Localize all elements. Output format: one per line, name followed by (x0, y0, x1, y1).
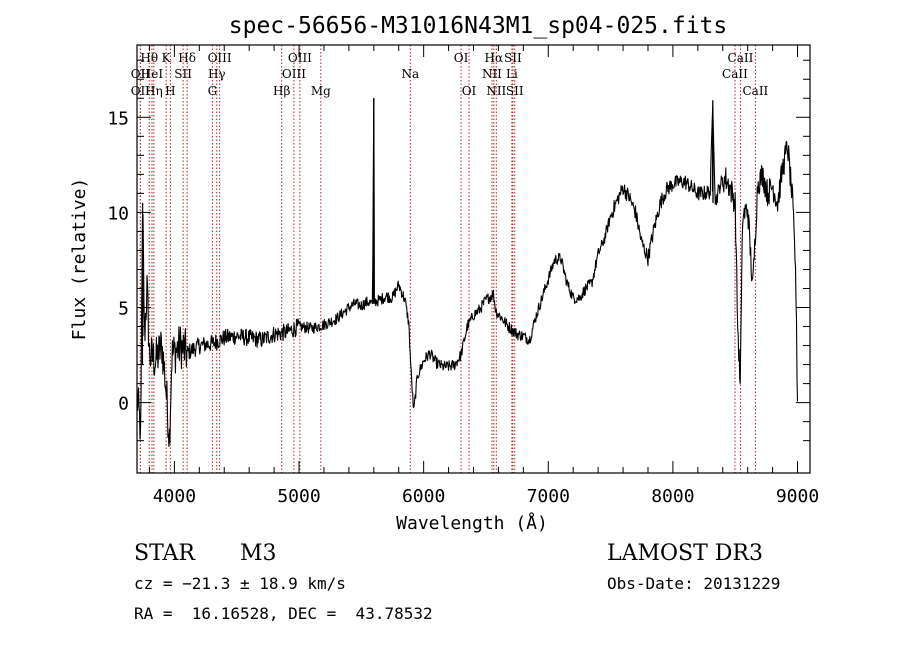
line-marker-label: Mg (311, 84, 331, 98)
line-marker-label: NII (486, 84, 506, 98)
line-marker-label: CaII (722, 67, 748, 81)
x-axis: 4000 5000 6000 7000 8000 9000 (148, 45, 819, 507)
line-marker-label: OII (131, 84, 151, 98)
line-marker-label: Hδ (178, 51, 196, 65)
y-tick-label: 0 (118, 394, 129, 415)
spectrum-series (136, 97, 799, 448)
spectrum-spike (711, 100, 714, 203)
line-marker-label: SII (504, 51, 522, 65)
plot-frame (136, 44, 811, 474)
y-tick-label: 15 (107, 108, 129, 129)
line-marker-label: CaII (742, 84, 768, 98)
line-marker-label: SII (506, 84, 524, 98)
spectrum-spike (372, 98, 375, 304)
x-axis-label: Wavelength (Å) (396, 512, 548, 534)
line-marker-label: K (162, 51, 172, 65)
line-marker-label: SII (174, 67, 192, 81)
line-marker-label: CaII (728, 51, 754, 65)
x-tick-label: 5000 (277, 486, 320, 507)
y-tick-label: 5 (118, 299, 129, 320)
survey-name: LAMOST DR3 (607, 541, 763, 566)
line-markers (139, 45, 756, 473)
line-marker-label: Hα (485, 51, 504, 65)
line-marker-label: OII (131, 67, 151, 81)
x-tick-label: 6000 (402, 486, 445, 507)
x-tick-label: 4000 (153, 486, 196, 507)
line-marker-label: G (208, 84, 218, 98)
line-marker-label: OI (454, 51, 469, 65)
x-tick-label: 9000 (776, 486, 819, 507)
object-subclass: M3 (240, 541, 277, 566)
x-tick-label: 7000 (527, 486, 570, 507)
line-marker-label: Na (401, 67, 419, 81)
redshift-info: cz = −21.3 ± 18.9 km/s (134, 574, 346, 593)
object-class: STAR (134, 541, 196, 566)
line-marker-label: OIII (288, 51, 312, 65)
obs-date: Obs-Date: 20131229 (607, 574, 780, 593)
y-axis-label: Flux (relative) (69, 178, 90, 341)
chart-title: spec-56656-M31016N43M1_sp04-025.fits (229, 13, 728, 39)
line-marker-label: H (165, 84, 175, 98)
coordinates: RA = 16.16528, DEC = 43.78532 (134, 604, 433, 623)
line-marker-label: Li (506, 67, 518, 81)
line-marker-label: OIII (208, 51, 232, 65)
y-tick-label: 10 (107, 203, 129, 224)
spectrum-spike (141, 202, 144, 365)
y-axis: 0 5 10 15 (107, 59, 810, 442)
line-marker-label: OI (462, 84, 477, 98)
line-marker-label: Hη (145, 84, 163, 98)
line-marker-label: Hθ (140, 51, 158, 65)
line-marker-label: Hβ (273, 84, 290, 98)
x-tick-label: 8000 (651, 486, 694, 507)
line-marker-label: NII (482, 67, 502, 81)
line-marker-label: HeI (141, 67, 164, 81)
line-marker-label: Hγ (208, 67, 226, 81)
line-marker-label: OIII (282, 67, 306, 81)
